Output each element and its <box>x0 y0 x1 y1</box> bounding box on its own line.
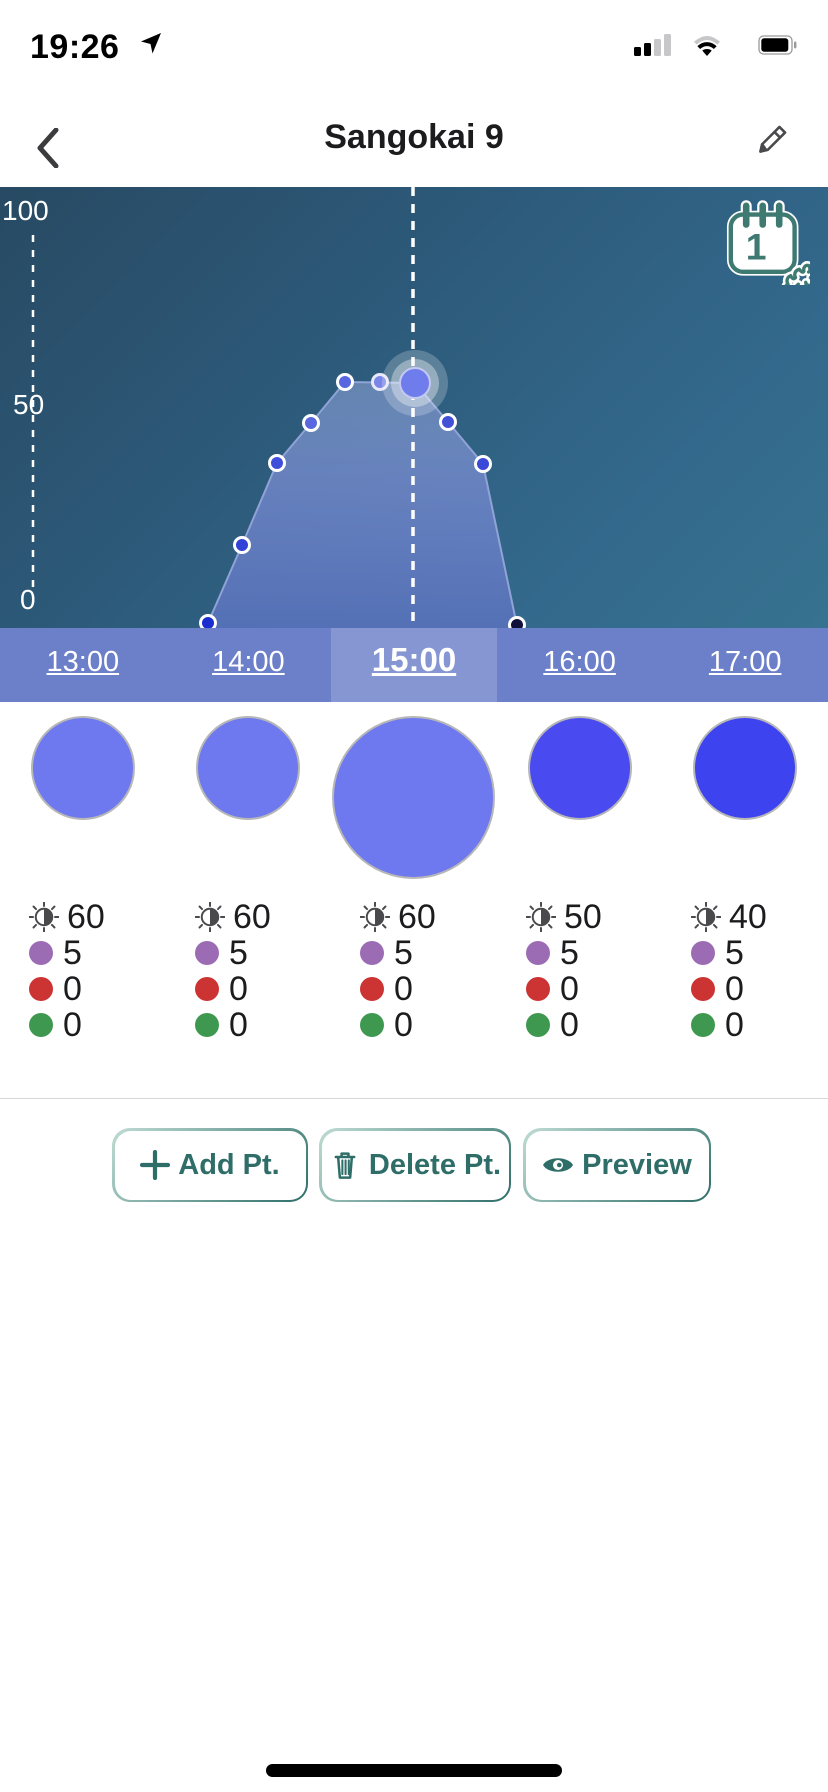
svg-text:1: 1 <box>746 226 767 268</box>
